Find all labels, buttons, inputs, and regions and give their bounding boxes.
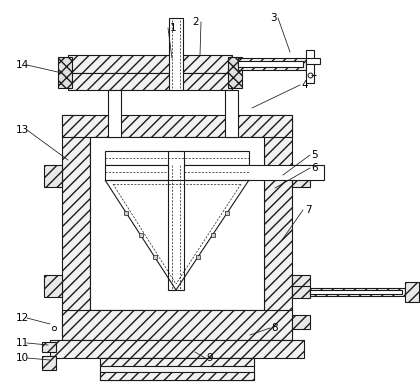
Bar: [292, 165, 310, 187]
Bar: [100, 358, 254, 366]
Text: 14: 14: [16, 60, 29, 70]
Bar: [264, 115, 292, 335]
Bar: [184, 165, 324, 180]
Bar: [105, 151, 249, 165]
Text: 8: 8: [272, 323, 278, 333]
Bar: [50, 340, 304, 358]
Bar: [310, 288, 405, 296]
Text: 11: 11: [16, 338, 29, 348]
Text: 3: 3: [270, 13, 276, 23]
Bar: [306, 50, 314, 83]
Text: 5: 5: [312, 150, 318, 160]
Bar: [225, 90, 238, 137]
Bar: [44, 165, 62, 187]
Bar: [169, 18, 183, 90]
Bar: [405, 282, 419, 302]
Bar: [44, 275, 62, 297]
Text: 6: 6: [312, 163, 318, 173]
Bar: [58, 57, 72, 88]
Bar: [292, 286, 310, 298]
Bar: [228, 57, 242, 88]
Text: 4: 4: [302, 80, 308, 90]
Bar: [68, 73, 232, 90]
Bar: [62, 115, 292, 137]
Bar: [238, 58, 306, 70]
Bar: [42, 356, 56, 370]
Bar: [62, 115, 90, 335]
Text: 9: 9: [207, 353, 213, 363]
Bar: [168, 151, 184, 290]
Bar: [68, 55, 232, 73]
Bar: [62, 310, 292, 340]
Text: 2: 2: [193, 17, 199, 27]
Bar: [108, 90, 121, 137]
Bar: [100, 372, 254, 380]
Bar: [292, 315, 310, 329]
Text: 13: 13: [16, 125, 29, 135]
Bar: [292, 275, 310, 297]
Text: 1: 1: [170, 23, 176, 33]
Bar: [90, 137, 264, 310]
Bar: [105, 165, 168, 180]
Bar: [42, 342, 56, 352]
Bar: [100, 358, 254, 380]
Bar: [310, 290, 402, 294]
Text: 12: 12: [16, 313, 29, 323]
Text: 10: 10: [16, 353, 29, 363]
Bar: [306, 58, 320, 64]
Bar: [238, 61, 303, 67]
Text: 7: 7: [304, 205, 311, 215]
